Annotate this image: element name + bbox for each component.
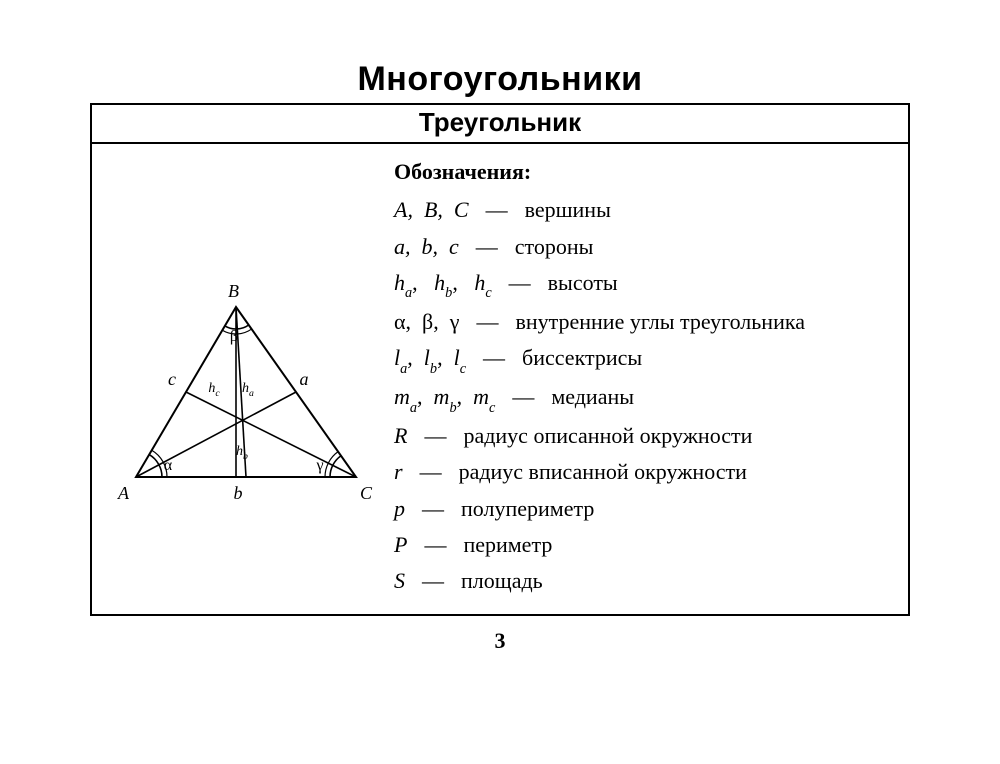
notation-row: α, β, γ — внутренние углы треугольника — [394, 304, 894, 340]
sub-title: Треугольник — [92, 105, 908, 144]
notation-row: R — радиус описанной окружности — [394, 418, 894, 454]
notation-row: r — радиус вписанной окружности — [394, 454, 894, 490]
notation-row: la, lb, lc — биссектрисы — [394, 340, 894, 379]
svg-text:B: B — [228, 281, 239, 301]
page: Многоугольники Треугольник α β γ A B Ca b c hc ha… — [0, 0, 1000, 764]
diagram-column: α β γ A B Ca b c hc ha hb — [106, 154, 386, 600]
main-title: Многоугольники — [90, 60, 910, 99]
notation-row: p — полупериметр — [394, 491, 894, 527]
notations-heading: Обозначения: — [394, 154, 894, 190]
svg-text:C: C — [360, 483, 373, 503]
svg-text:b: b — [234, 483, 243, 503]
notation-row: A, B, C — вершины — [394, 192, 894, 228]
svg-text:hb: hb — [236, 444, 248, 462]
svg-text:c: c — [168, 369, 176, 389]
page-number: 3 — [90, 628, 910, 654]
content-row: α β γ A B Ca b c hc ha hb Обозначения: A, B, C — в… — [92, 144, 908, 614]
notation-list: A, B, C — вершиныa, b, c — стороныha, hb… — [394, 192, 894, 599]
notation-row: S — площадь — [394, 563, 894, 599]
notation-row: a, b, c — стороны — [394, 229, 894, 265]
svg-text:A: A — [117, 483, 130, 503]
svg-text:γ: γ — [315, 457, 323, 474]
notation-row: ma, mb, mc — медианы — [394, 379, 894, 418]
notation-row: ha, hb, hc — высоты — [394, 265, 894, 304]
content-box: Треугольник α β γ A B Ca b c hc ha hb Обозначения:… — [90, 103, 910, 616]
triangle-diagram: α β γ A B Ca b c hc ha hb — [116, 277, 376, 527]
svg-text:a: a — [300, 369, 309, 389]
notation-row: P — периметр — [394, 527, 894, 563]
svg-text:α: α — [164, 457, 173, 474]
svg-text:ha: ha — [242, 381, 254, 399]
svg-text:hc: hc — [208, 381, 220, 399]
notations-column: Обозначения: A, B, C — вершиныa, b, c — … — [386, 154, 894, 600]
svg-text:β: β — [230, 328, 238, 345]
